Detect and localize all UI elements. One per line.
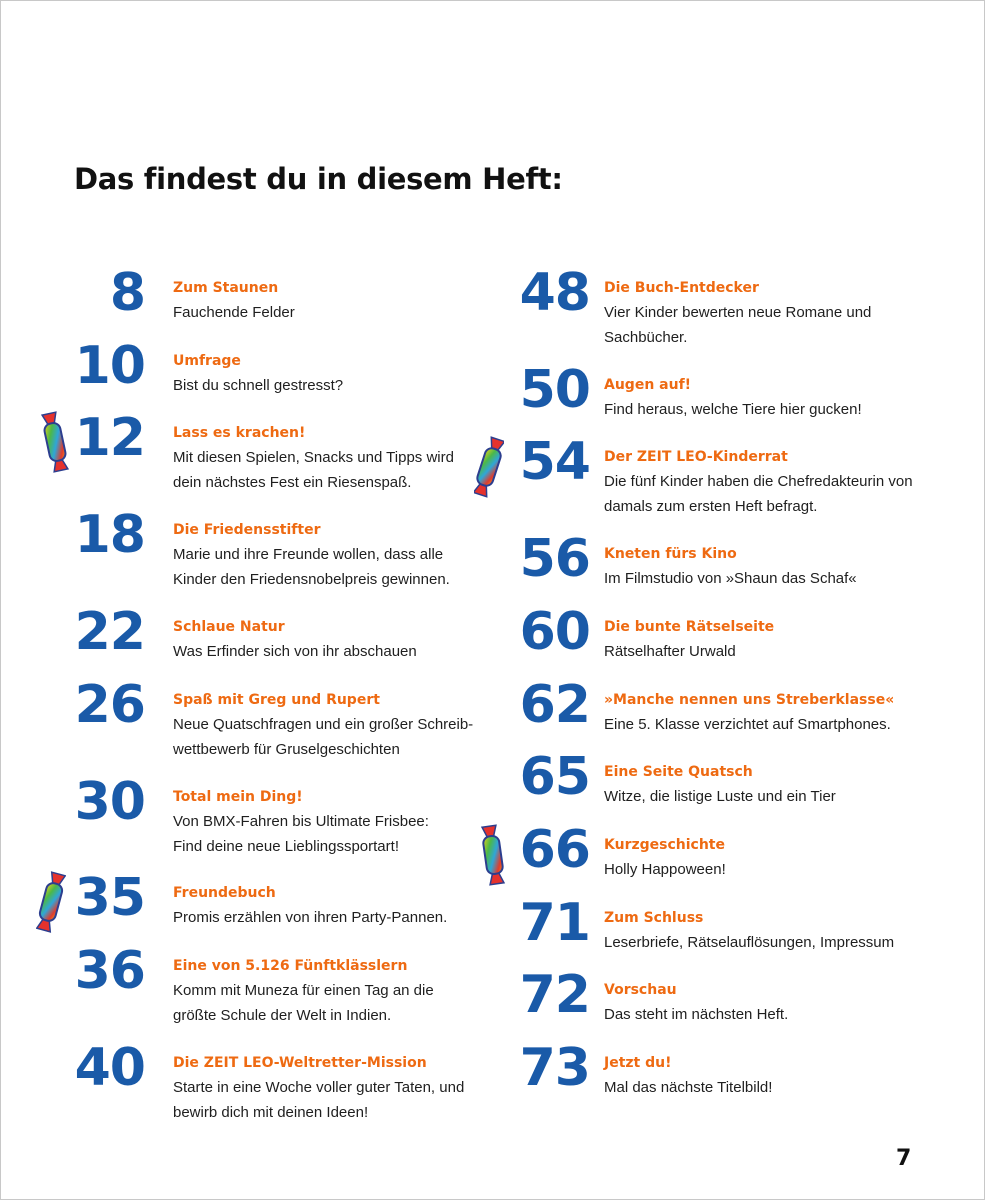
toc-description: Von BMX-Fahren bis Ultimate Frisbee: Find…	[173, 813, 429, 855]
page-ref-number: 50	[519, 360, 591, 420]
toc-heading: Zum Schluss	[604, 910, 704, 926]
page-ref-number: 73	[519, 1038, 591, 1098]
toc-description: Komm mit Muneza für einen Tag an die größ…	[173, 982, 434, 1024]
page-ref-number: 71	[519, 893, 591, 953]
toc-heading: Umfrage	[173, 353, 241, 369]
toc-heading: Die bunte Rätselseite	[604, 619, 775, 635]
toc-description: Neue Quatschfragen und ein großer Schrei…	[173, 716, 474, 758]
toc-heading: Der ZEIT LEO-Kinderrat	[604, 449, 788, 465]
toc-heading: Zum Staunen	[173, 280, 279, 296]
candy-icon-66	[480, 824, 506, 886]
toc-heading: »Manche nennen uns Streberklasse«	[604, 692, 895, 708]
candy-icon-12	[40, 411, 70, 473]
toc-description: Fauchende Felder	[173, 304, 295, 321]
page-ref-number: 65	[519, 747, 591, 807]
page-ref-number: 54	[519, 432, 591, 492]
page-ref-number: 48	[519, 263, 591, 323]
toc-description: Vier Kinder bewerten neue Romane und Sach…	[604, 304, 872, 346]
page-ref-number: 56	[519, 529, 591, 589]
toc-description: Die fünf Kinder haben die Chefredakteuri…	[604, 473, 913, 515]
page-ref-number: 8	[109, 263, 146, 323]
toc-description: Find heraus, welche Tiere hier gucken!	[604, 401, 862, 418]
page-ref-number: 35	[74, 868, 146, 928]
page-ref-number: 18	[74, 505, 146, 565]
toc-description: Was Erfinder sich von ihr abschauen	[173, 643, 417, 660]
toc-description: Rätselhafter Urwald	[604, 643, 736, 660]
toc-heading: Eine von 5.126 Fünftklässlern	[173, 958, 408, 974]
toc-heading: Schlaue Natur	[173, 619, 285, 635]
toc-description: Witze, die listige Luste und ein Tier	[604, 788, 836, 805]
toc-description: Starte in eine Woche voller guter Taten,…	[173, 1079, 465, 1121]
page-ref-number: 30	[74, 772, 146, 832]
page-ref-number: 62	[519, 675, 591, 735]
toc-heading: Jetzt du!	[604, 1055, 672, 1071]
page-ref-number: 10	[74, 336, 146, 396]
toc-heading: Spaß mit Greg und Rupert	[173, 692, 380, 708]
toc-heading: Vorschau	[604, 982, 677, 998]
toc-description: Das steht im nächsten Heft.	[604, 1006, 789, 1023]
toc-heading: Die ZEIT LEO-Weltretter-Mission	[173, 1055, 427, 1071]
toc-description: Mal das nächste Titelbild!	[604, 1079, 773, 1096]
page-title: Das findest du in diesem Heft:	[74, 162, 563, 196]
page-ref-number: 40	[74, 1038, 146, 1098]
toc-description: Bist du schnell gestresst?	[173, 377, 344, 394]
page-ref-number: 60	[519, 602, 591, 662]
page-ref-number: 66	[519, 820, 591, 880]
candy-icon-54	[474, 436, 504, 498]
candy-icon-35	[36, 871, 66, 933]
page-ref-number: 26	[74, 675, 146, 735]
toc-heading: Kurzgeschichte	[604, 837, 725, 853]
toc-heading: Eine Seite Quatsch	[604, 764, 753, 780]
toc-description: Promis erzählen von ihren Party-Pannen.	[173, 909, 448, 926]
page-ref-number: 72	[519, 965, 591, 1025]
toc-heading: Lass es krachen!	[173, 425, 306, 441]
page-number: 7	[896, 1146, 912, 1171]
toc-description: Mit diesen Spielen, Snacks und Tipps wir…	[173, 449, 454, 491]
toc-description: Holly Happoween!	[604, 861, 726, 878]
toc-description: Im Filmstudio von »Shaun das Schaf«	[604, 570, 857, 587]
toc-description: Marie und ihre Freunde wollen, dass alle…	[173, 546, 450, 588]
toc-description: Leserbriefe, Rätselauflösungen, Impressu…	[604, 934, 895, 951]
toc-heading: Kneten fürs Kino	[604, 546, 737, 562]
page-ref-number: 36	[74, 941, 146, 1001]
toc-heading: Freundebuch	[173, 885, 276, 901]
toc-heading: Die Buch-Entdecker	[604, 280, 759, 296]
toc-heading: Total mein Ding!	[173, 789, 303, 805]
toc-heading: Augen auf!	[604, 377, 692, 393]
page-ref-number: 22	[74, 602, 146, 662]
page-ref-number: 12	[74, 408, 146, 468]
toc-heading: Die Friedensstifter	[173, 522, 321, 538]
toc-description: Eine 5. Klasse verzichtet auf Smartphone…	[604, 716, 891, 733]
